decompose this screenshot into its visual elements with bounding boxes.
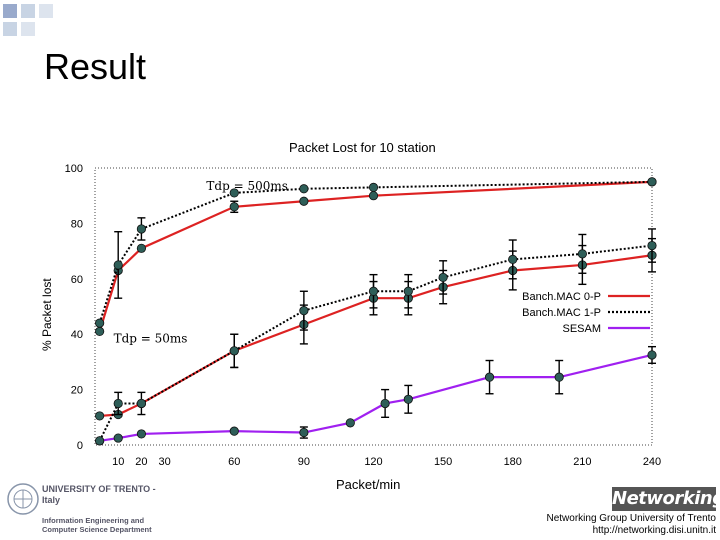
corner-decoration — [0, 0, 60, 40]
y-tick-label: 0 — [77, 440, 83, 452]
x-tick-label: 240 — [643, 456, 661, 468]
data-point — [647, 177, 657, 187]
data-point — [113, 398, 123, 409]
x-tick-label: 10 — [112, 456, 124, 468]
legend-label: SESAM — [562, 323, 601, 335]
data-point — [554, 372, 564, 382]
chart-title: Packet Lost for 10 station — [289, 140, 436, 155]
department-name: Information Engineering and Computer Sci… — [42, 516, 152, 534]
data-point — [136, 224, 147, 234]
data-point — [136, 429, 147, 439]
data-point — [95, 436, 105, 446]
legend-label: Banch.MAC 1-P — [522, 307, 601, 319]
data-point — [229, 202, 239, 212]
networking-logo: Networking — [612, 487, 720, 511]
data-point — [368, 286, 379, 296]
data-point — [299, 196, 309, 206]
x-tick-label: 210 — [573, 456, 591, 468]
annotation-label: Tdp = 500ms — [206, 179, 288, 193]
data-point — [403, 394, 413, 404]
x-tick-label: 20 — [135, 456, 147, 468]
y-tick-label: 20 — [71, 385, 83, 397]
data-point — [345, 418, 355, 428]
data-point — [229, 188, 239, 198]
data-point — [95, 411, 105, 421]
data-point — [368, 182, 379, 192]
data-point — [368, 191, 379, 201]
data-point — [484, 372, 495, 382]
data-point — [577, 249, 587, 259]
x-tick-label: 60 — [228, 456, 240, 468]
data-point — [508, 254, 518, 265]
data-point — [438, 272, 448, 283]
data-point — [403, 286, 413, 296]
data-point — [229, 426, 239, 436]
university-logo: UNIVERSITY OF TRENTO - Italy Information… — [4, 480, 164, 538]
data-point — [299, 427, 309, 438]
legend-label: Banch.MAC 0-P — [522, 291, 601, 303]
data-point — [647, 350, 657, 360]
x-tick-label: 180 — [504, 456, 522, 468]
data-point — [136, 398, 147, 409]
x-tick-label: 150 — [434, 456, 452, 468]
data-point — [299, 306, 309, 316]
data-point — [229, 346, 239, 356]
data-point — [136, 243, 147, 253]
footer-group-name: Networking Group University of Trento — [546, 513, 716, 524]
x-axis-label: Packet/min — [336, 477, 401, 492]
data-point — [95, 318, 105, 328]
university-name: UNIVERSITY OF TRENTO - Italy — [42, 484, 156, 505]
y-tick-label: 40 — [71, 329, 83, 341]
y-tick-label: 80 — [71, 218, 83, 230]
footer-credits: Networking Group University of Trento ht… — [546, 513, 716, 537]
series-1 — [95, 177, 657, 328]
x-tick-label: 120 — [364, 456, 382, 468]
data-point — [299, 184, 309, 194]
series-line — [99, 353, 653, 442]
annotation-label: Tdp = 50ms — [114, 332, 188, 346]
series-4 — [95, 345, 657, 446]
university-seal-icon — [7, 483, 39, 515]
data-point — [647, 240, 657, 251]
footer-url: http://networking.disi.unitn.it — [592, 525, 716, 536]
data-point — [113, 260, 123, 270]
y-tick-label: 100 — [65, 163, 83, 175]
x-tick-label: 90 — [298, 456, 310, 468]
data-point — [95, 326, 105, 337]
y-tick-label: 60 — [71, 274, 83, 286]
x-tick-label: 30 — [159, 456, 171, 468]
data-point — [380, 398, 390, 409]
data-point — [113, 433, 123, 443]
slide-title: Result — [44, 46, 147, 87]
